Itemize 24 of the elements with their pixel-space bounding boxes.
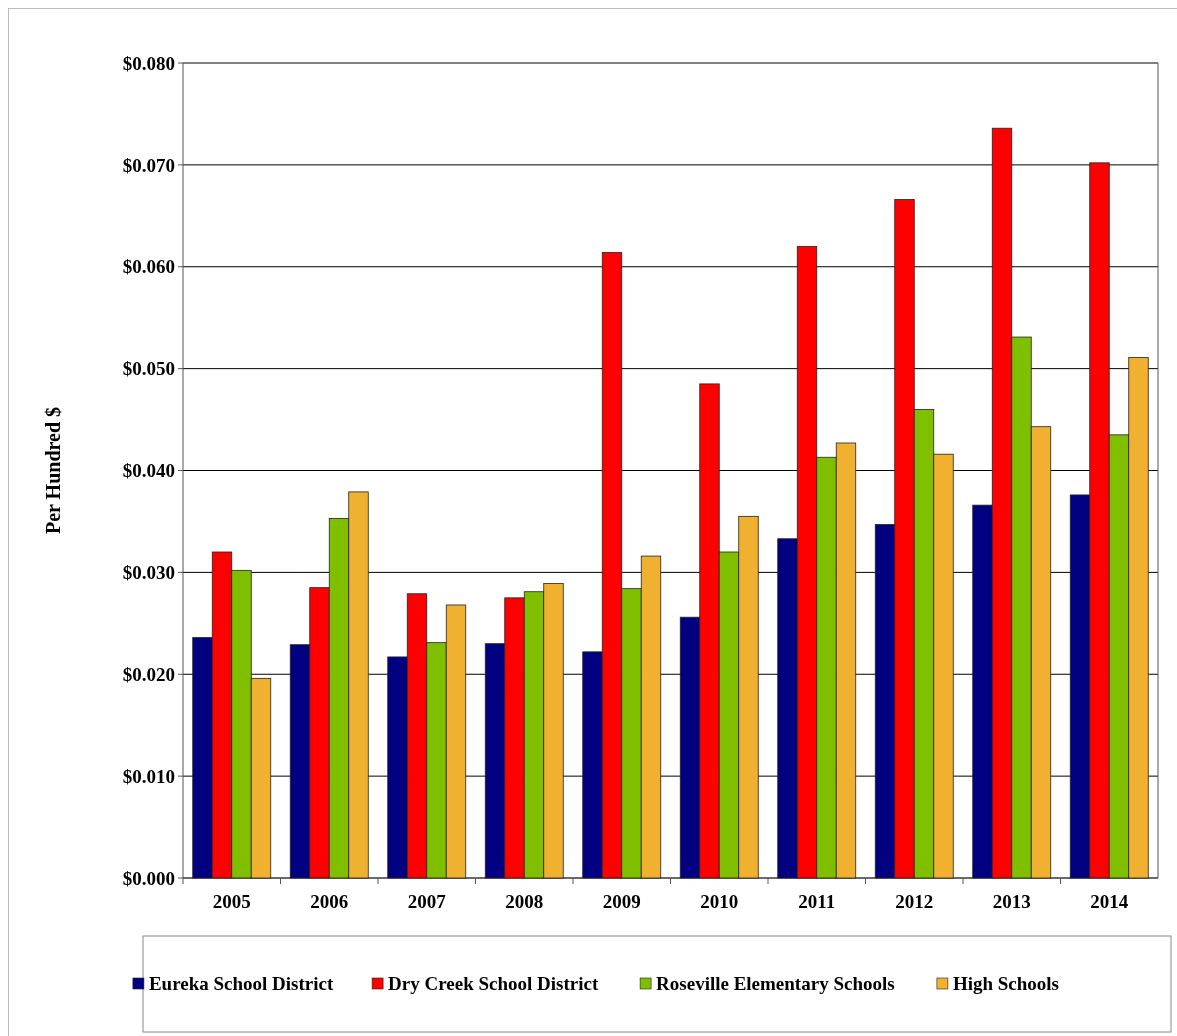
y-tick-label: $0.040 [122,460,175,482]
x-tick-label: 2008 [505,891,544,912]
legend-label: Roseville Elementary Schools [656,973,895,994]
x-tick-label: 2007 [407,891,447,912]
x-tick-label: 2011 [798,891,836,912]
x-tick-label: 2014 [1090,891,1129,912]
y-tick-label: $0.000 [122,867,175,889]
y-tick-label: $0.060 [122,256,175,278]
y-tick-label: $0.080 [122,52,175,74]
y-axis-title: Per Hundred $ [42,406,64,535]
y-tick-label: $0.030 [122,562,175,584]
x-tick-label: 2005 [212,891,251,912]
legend-label: Eureka School District [148,973,334,994]
y-tick-label: $0.070 [122,154,175,176]
x-tick-label: 2009 [602,891,641,912]
y-tick-label: $0.010 [122,765,175,787]
x-tick-label: 2010 [700,891,739,912]
x-tick-label: 2012 [895,891,934,912]
y-tick-label: $0.050 [122,358,175,380]
legend-label: Dry Creek School District [388,973,599,994]
x-tick-label: 2013 [992,891,1031,912]
y-tick-label: $0.020 [122,663,175,685]
x-tick-label: 2006 [310,891,349,912]
legend-label: High Schools [952,973,1060,994]
